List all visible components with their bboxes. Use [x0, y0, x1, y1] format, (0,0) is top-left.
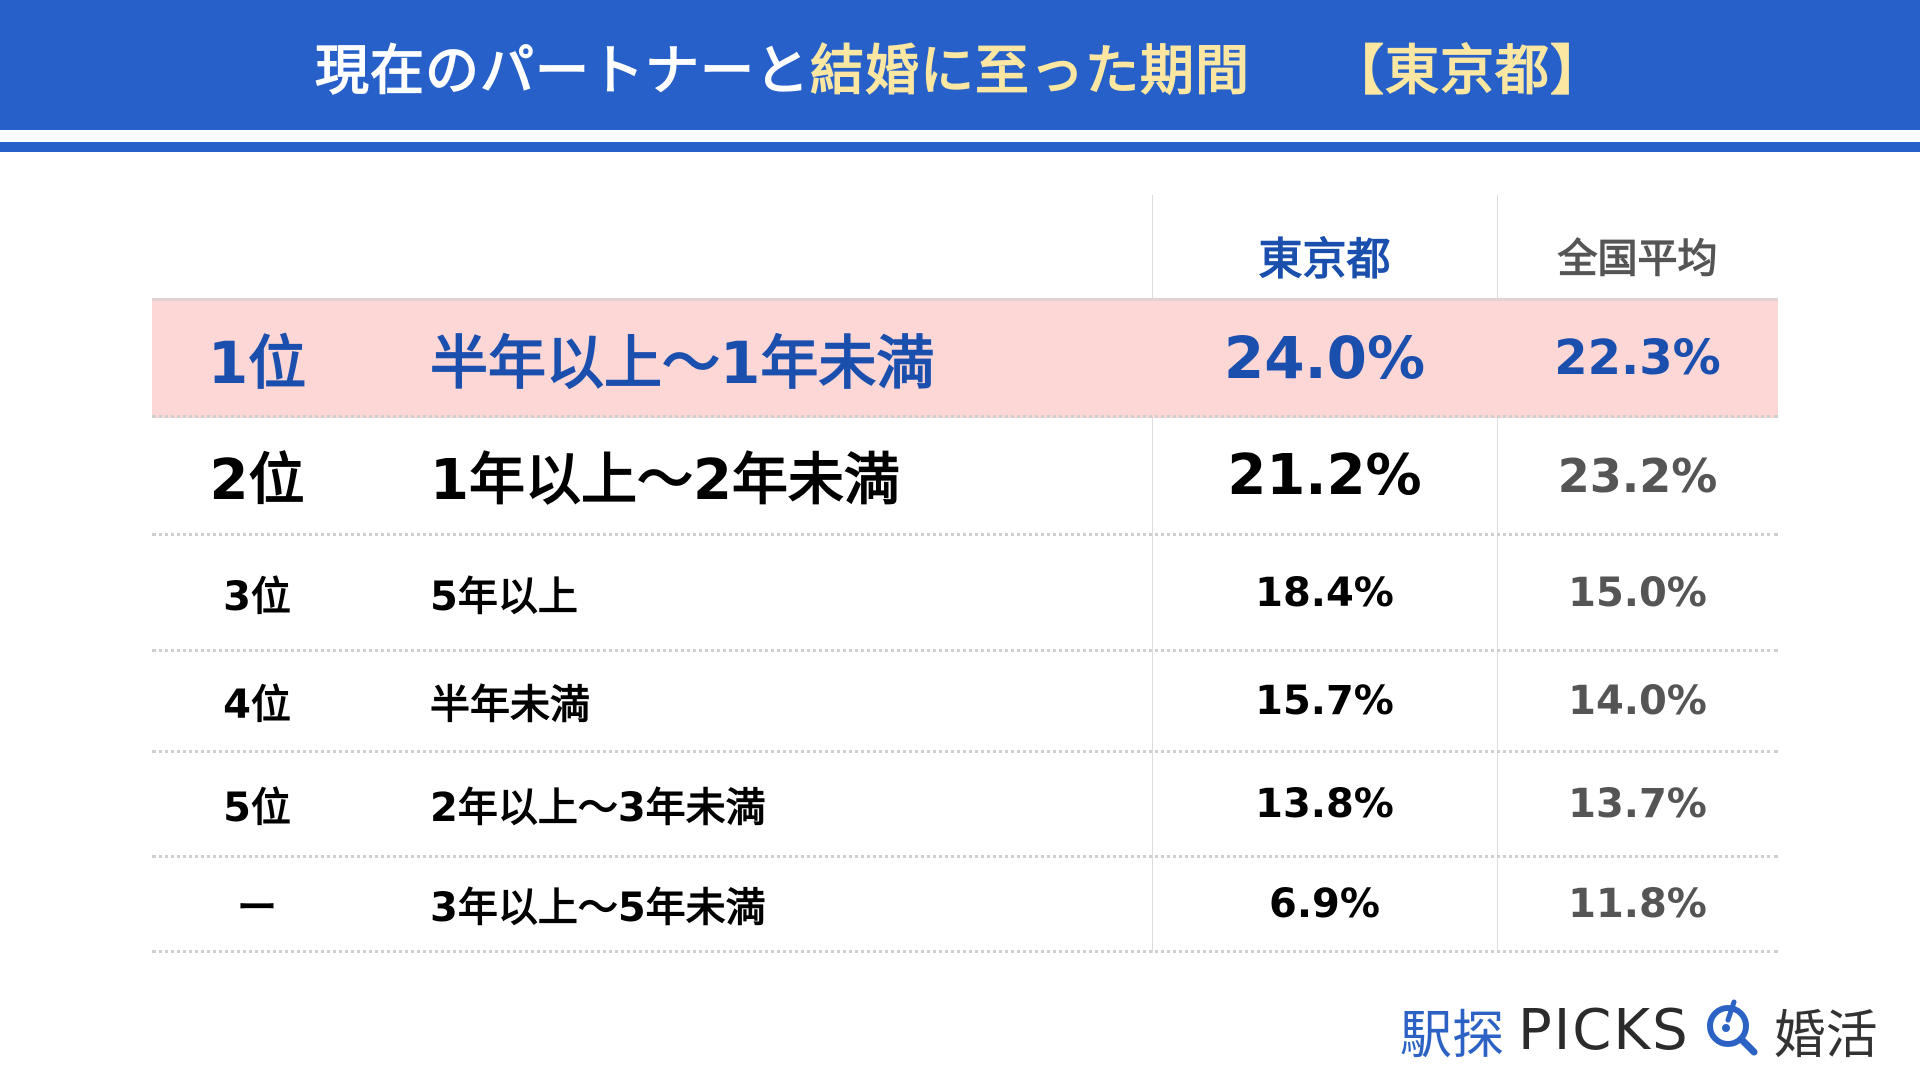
national-value: 22.3%	[1554, 330, 1721, 386]
tokyo-value: 13.8%	[1255, 781, 1394, 827]
period-label: 2年以上～3年未満	[430, 785, 766, 831]
logo-konkatsu: 婚活	[1773, 1005, 1878, 1066]
rank: 1位	[207, 329, 307, 397]
title-part-white: 現在のパートナーと	[315, 38, 810, 102]
title-part-yellow: 結婚に至った期間	[810, 38, 1250, 102]
ranking-table: 東京都 全国平均 1位 半年以上～1年未満 24.0% 22.3% 2位 1年以…	[152, 195, 1778, 955]
column-divider	[1152, 195, 1153, 953]
national-value: 15.0%	[1568, 569, 1707, 616]
column-header-national: 全国平均	[1557, 236, 1718, 282]
rank: 3位	[223, 573, 291, 620]
table-row: 4位 半年未満 15.7% 14.0%	[152, 652, 1778, 753]
period-label: 3年以上～5年未満	[430, 885, 766, 931]
rank: 4位	[223, 682, 291, 728]
rank: 5位	[223, 785, 291, 831]
magnifier-exclamation-icon	[1704, 998, 1760, 1062]
period-label: 半年以上～1年未満	[430, 329, 935, 397]
table-row: ー 3年以上～5年未満 6.9% 11.8%	[152, 858, 1778, 953]
tokyo-value: 6.9%	[1269, 881, 1380, 927]
national-value: 23.2%	[1557, 448, 1718, 503]
national-value: 11.8%	[1568, 881, 1707, 927]
tokyo-value: 15.7%	[1255, 678, 1394, 724]
column-header-tokyo: 東京都	[1258, 234, 1391, 285]
table-row: 5位 2年以上～3年未満 13.8% 13.7%	[152, 753, 1778, 858]
national-value: 14.0%	[1568, 678, 1707, 724]
logo-picks: PICKS	[1518, 997, 1690, 1063]
tokyo-value: 21.2%	[1227, 443, 1422, 508]
tokyo-value: 18.4%	[1255, 569, 1394, 616]
banner-divider-blue	[0, 142, 1920, 152]
page-title: 現在のパートナーと 結婚に至った期間 【東京都】	[0, 0, 1920, 130]
period-label: 半年未満	[430, 682, 590, 728]
title-banner	[0, 0, 1920, 130]
period-label: 1年以上～2年未満	[430, 448, 900, 513]
period-label: 5年以上	[430, 573, 578, 620]
rank: ー	[237, 885, 277, 931]
rank: 2位	[209, 448, 305, 513]
table-row: 2位 1年以上～2年未満 21.2% 23.2%	[152, 418, 1778, 536]
brand-logo: 駅探 PICKS 婚活	[1400, 995, 1878, 1066]
table-row: 3位 5年以上 18.4% 15.0%	[152, 536, 1778, 652]
title-region: 【東京都】	[1330, 38, 1605, 102]
table-row: 1位 半年以上～1年未満 24.0% 22.3%	[152, 298, 1778, 418]
logo-ekitan: 駅探	[1400, 1005, 1505, 1066]
national-value: 13.7%	[1568, 781, 1707, 827]
tokyo-value: 24.0%	[1223, 324, 1426, 392]
banner-divider-white	[0, 130, 1920, 142]
column-divider	[1497, 195, 1498, 953]
